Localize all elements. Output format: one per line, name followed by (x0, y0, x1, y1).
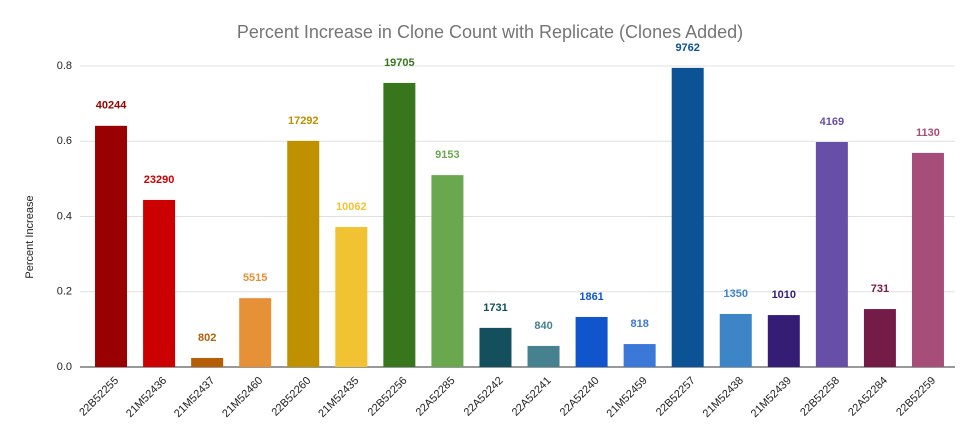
x-tick-label: 21M52436 (124, 375, 169, 420)
bar (719, 313, 752, 367)
y-tick-label: 0.6 (57, 135, 72, 147)
data-label: 1350 (724, 288, 748, 300)
data-label: 4169 (820, 116, 844, 128)
bar (335, 227, 368, 367)
bar (527, 345, 560, 367)
data-label: 10062 (336, 201, 367, 213)
x-tick-label: 22B52260 (269, 375, 313, 419)
bar (383, 82, 416, 368)
data-label: 731 (871, 283, 889, 295)
data-label: 9762 (675, 42, 699, 54)
bar (671, 67, 704, 367)
x-tick-label: 21M52437 (172, 375, 217, 420)
bar (143, 199, 176, 367)
bar (191, 357, 224, 367)
x-tick-label: 22A52284 (846, 375, 890, 419)
x-tick-label: 22B52255 (77, 375, 121, 419)
x-tick-label: 22B52258 (798, 375, 842, 419)
x-tick-label: 22B52256 (366, 375, 410, 419)
data-label: 1731 (483, 302, 507, 314)
data-label: 17292 (288, 115, 319, 127)
bar (767, 315, 800, 367)
y-tick-label: 0.0 (57, 361, 72, 373)
bar (575, 316, 608, 367)
data-label: 19705 (384, 57, 415, 69)
data-label: 802 (198, 332, 216, 344)
bar (479, 327, 512, 367)
data-label: 23290 (144, 174, 175, 186)
bar (911, 152, 944, 367)
bar (95, 125, 128, 367)
x-tick-label: 22A52285 (414, 375, 458, 419)
bar (623, 344, 656, 367)
x-tick-label: 21M52460 (220, 375, 265, 420)
data-label: 818 (630, 318, 648, 330)
data-label: 840 (534, 320, 552, 332)
bar (431, 175, 464, 367)
data-label: 40244 (96, 100, 127, 112)
y-tick-label: 0.4 (57, 210, 72, 222)
data-label: 5515 (243, 272, 267, 284)
data-label: 9153 (435, 149, 459, 161)
y-tick-label: 0.8 (57, 60, 72, 72)
bar (239, 298, 272, 367)
x-tick-label: 21M52459 (605, 375, 650, 420)
x-tick-label: 21M52435 (316, 375, 361, 420)
chart-title: Percent Increase in Clone Count with Rep… (237, 22, 743, 42)
x-tick-label: 22A52242 (462, 375, 506, 419)
x-tick-label: 22A52240 (558, 375, 602, 419)
x-tick-label: 22A52241 (510, 375, 554, 419)
bar (287, 140, 320, 367)
y-axis-title: Percent Increase (24, 195, 36, 278)
x-tick-label: 22B52259 (894, 375, 938, 419)
data-label: 1861 (579, 291, 603, 303)
bar (863, 309, 896, 367)
x-tick-label: 21M52439 (749, 375, 794, 420)
x-tick-label: 22B52257 (654, 375, 698, 419)
y-tick-label: 0.2 (57, 286, 72, 298)
bar (815, 142, 848, 367)
x-tick-label: 21M52438 (701, 375, 746, 420)
data-label: 1010 (772, 289, 796, 301)
data-label: 1130 (916, 127, 940, 139)
